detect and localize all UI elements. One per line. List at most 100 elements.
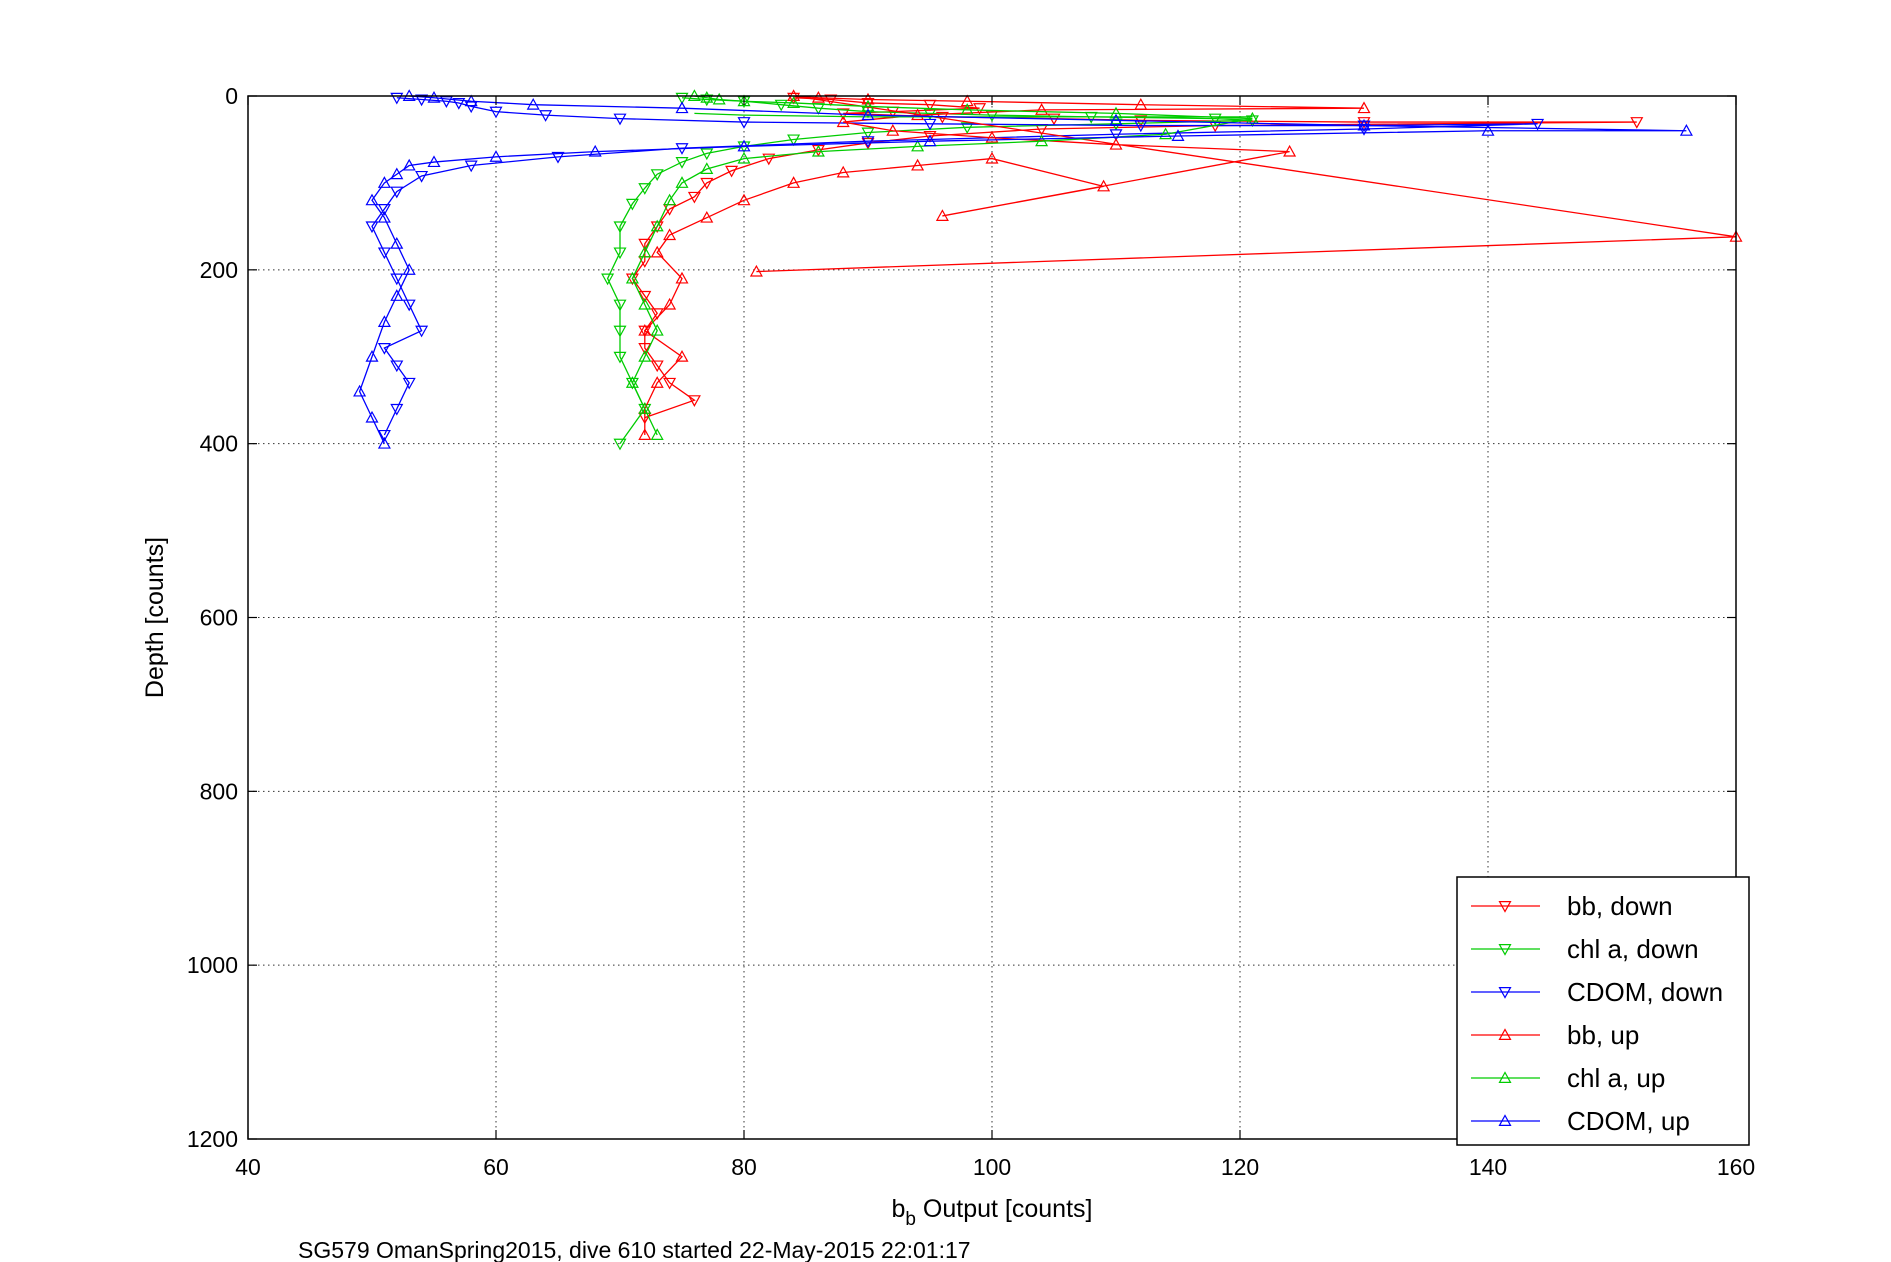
series-cdom-up xyxy=(353,89,1693,449)
data-point xyxy=(675,350,689,362)
data-point xyxy=(663,377,677,390)
legend-swatch-marker xyxy=(1498,986,1512,999)
data-point xyxy=(650,428,664,440)
data-point xyxy=(377,203,391,216)
data-point xyxy=(861,136,875,148)
data-point xyxy=(1109,137,1123,150)
data-point xyxy=(638,323,652,336)
data-point xyxy=(650,376,664,388)
data-point xyxy=(774,99,788,112)
data-point xyxy=(415,325,429,338)
series-chl-a-up xyxy=(625,89,1259,440)
data-point xyxy=(415,94,429,107)
data-point xyxy=(923,134,937,147)
y-tick-label: 600 xyxy=(200,605,238,631)
data-point xyxy=(377,315,391,327)
data-point xyxy=(1035,134,1049,147)
data-point xyxy=(427,91,441,103)
x-tick-label: 140 xyxy=(1469,1154,1507,1180)
data-point xyxy=(377,210,391,223)
data-point xyxy=(787,176,801,188)
data-point xyxy=(638,297,652,310)
legend-label: chl a, down xyxy=(1567,934,1699,964)
data-point xyxy=(377,343,391,355)
data-point xyxy=(638,343,652,355)
data-point xyxy=(886,124,900,136)
series-line xyxy=(358,95,1687,444)
data-point xyxy=(737,139,751,152)
data-point xyxy=(588,144,602,157)
data-point xyxy=(625,271,639,284)
data-point xyxy=(675,157,689,169)
data-point xyxy=(452,97,466,110)
data-point xyxy=(427,155,441,168)
legend-swatch-marker xyxy=(1498,1114,1512,1127)
y-tick-label: 200 xyxy=(200,257,238,283)
data-point xyxy=(811,91,825,103)
legend-entry-cdom-up: CDOM, up xyxy=(1471,1106,1690,1136)
data-point xyxy=(439,96,453,108)
data-point xyxy=(1630,117,1644,129)
chart-caption: SG579 OmanSpring2015, dive 610 started 2… xyxy=(298,1237,971,1262)
data-point xyxy=(1357,101,1371,114)
data-point xyxy=(464,160,478,173)
data-point xyxy=(489,150,503,162)
x-axis-label-subscript: b xyxy=(905,1209,916,1230)
data-point xyxy=(415,170,429,183)
data-point xyxy=(601,273,615,286)
y-axis-label: Depth [counts] xyxy=(141,537,169,698)
data-point xyxy=(762,153,776,166)
data-point xyxy=(464,101,478,114)
data-point xyxy=(390,186,404,199)
data-point xyxy=(390,403,404,416)
data-point xyxy=(663,297,677,310)
legend: bb, down chl a, down CDOM, down bb, up chl a… xyxy=(1456,876,1750,1146)
data-point xyxy=(675,92,689,105)
y-tick-label: 400 xyxy=(200,431,238,457)
data-point xyxy=(911,158,925,171)
data-point xyxy=(526,97,540,110)
data-point xyxy=(960,103,974,115)
data-point xyxy=(377,176,391,188)
data-point xyxy=(700,162,714,175)
x-axis-label-rest: Output [counts] xyxy=(916,1195,1093,1223)
data-point xyxy=(1283,144,1297,157)
data-point xyxy=(638,290,652,303)
data-point xyxy=(613,299,627,312)
data-point xyxy=(377,436,391,449)
legend-swatch-marker xyxy=(1498,1028,1512,1041)
data-point xyxy=(973,103,987,115)
data-point xyxy=(650,219,664,232)
data-point xyxy=(353,384,367,397)
x-tick-label: 80 xyxy=(731,1154,757,1180)
x-axis-label-main: b xyxy=(892,1195,906,1223)
legend-label: bb, up xyxy=(1567,1020,1639,1050)
series-line xyxy=(643,95,1737,435)
data-point xyxy=(923,118,937,131)
data-point xyxy=(985,151,999,164)
data-point xyxy=(390,289,404,301)
data-point xyxy=(402,263,416,275)
data-point xyxy=(923,130,937,143)
data-point xyxy=(390,273,404,286)
data-point xyxy=(811,144,825,157)
data-point xyxy=(787,134,801,147)
data-point xyxy=(1245,115,1259,128)
data-point xyxy=(1357,118,1371,131)
y-tick-label: 0 xyxy=(225,83,238,109)
data-point xyxy=(985,130,999,143)
data-point xyxy=(700,94,714,107)
data-point xyxy=(1531,118,1545,131)
data-point xyxy=(911,108,925,121)
data-point xyxy=(365,221,379,234)
x-axis-label: bb Output [counts] xyxy=(892,1195,1093,1230)
data-point xyxy=(675,271,689,284)
data-point xyxy=(613,325,627,338)
data-point xyxy=(613,351,627,364)
data-point xyxy=(390,92,404,105)
legend-entry-chl-a-down: chl a, down xyxy=(1471,934,1699,964)
series-line xyxy=(631,95,1253,436)
data-point xyxy=(960,122,974,135)
data-point xyxy=(390,167,404,180)
data-point xyxy=(402,158,416,171)
